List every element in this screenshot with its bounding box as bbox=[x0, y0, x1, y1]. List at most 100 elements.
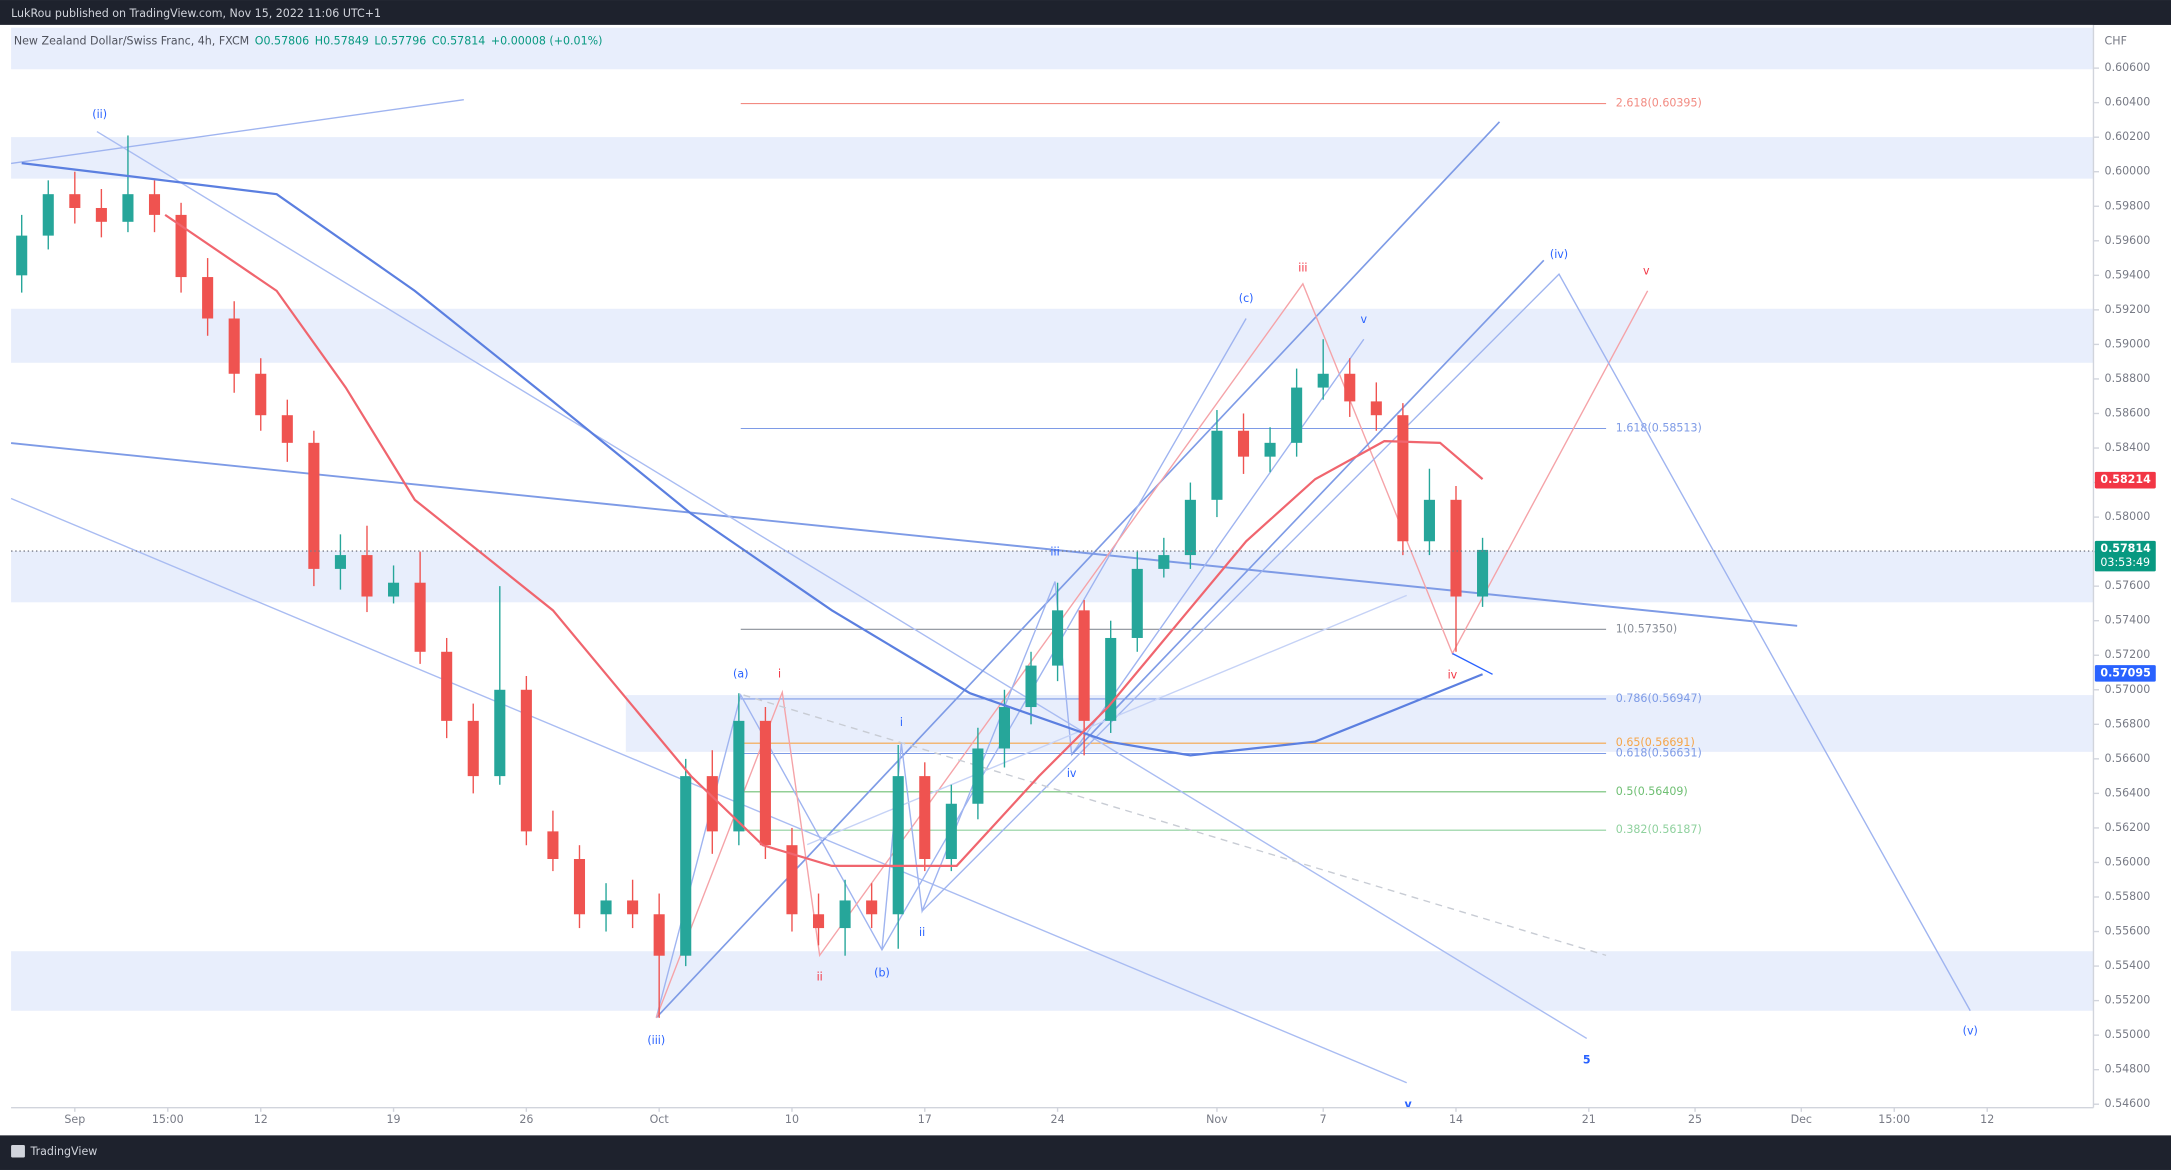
trendline bbox=[1071, 259, 1545, 756]
y-tick-label: 0.60400 bbox=[2105, 96, 2151, 109]
wave-path bbox=[655, 318, 1247, 1018]
wave-label: ii bbox=[919, 926, 925, 939]
low: L0.57796 bbox=[374, 35, 426, 48]
y-tick-label: 0.58800 bbox=[2105, 372, 2151, 385]
x-tick-label: 12 bbox=[1980, 1113, 1994, 1126]
symbol-legend: New Zealand Dollar/Swiss Franc, 4h, FXCM… bbox=[14, 35, 603, 48]
wave-label: i bbox=[778, 667, 781, 680]
candle-body bbox=[441, 651, 453, 721]
candle-body bbox=[1264, 442, 1276, 457]
wave-label: 5 bbox=[1583, 1054, 1591, 1067]
candle-body bbox=[1131, 568, 1143, 638]
open: O0.57806 bbox=[255, 35, 309, 48]
countdown: 03:53:49 bbox=[2100, 556, 2150, 569]
candle-body bbox=[494, 689, 506, 777]
candle-body bbox=[122, 194, 134, 222]
wave-label: (a) bbox=[733, 667, 748, 680]
wave-label: iii bbox=[1298, 262, 1307, 275]
zone bbox=[11, 137, 2094, 179]
fib-label: 1.618(0.58513) bbox=[1616, 422, 1702, 435]
y-tick-label: 0.55200 bbox=[2105, 994, 2151, 1007]
wave-label: (iii) bbox=[647, 1034, 665, 1047]
x-tick-label: 15:00 bbox=[1878, 1113, 1910, 1126]
candle-body bbox=[733, 720, 745, 832]
y-tick-label: 0.54800 bbox=[2105, 1063, 2151, 1076]
y-axis-label: CHF bbox=[2105, 35, 2127, 48]
trendline bbox=[96, 130, 1588, 1040]
y-tick-label: 0.56600 bbox=[2105, 752, 2151, 765]
y-tick-label: 0.58600 bbox=[2105, 406, 2151, 419]
y-tick-label: 0.56000 bbox=[2105, 855, 2151, 868]
candle-body bbox=[1450, 499, 1462, 597]
price-tag bbox=[2094, 665, 2156, 682]
zone bbox=[11, 951, 2094, 1011]
y-tick-label: 0.59200 bbox=[2105, 303, 2151, 316]
y-tick-label: 0.59000 bbox=[2105, 337, 2151, 350]
candle-body bbox=[839, 900, 851, 929]
y-tick-label: 0.56200 bbox=[2105, 821, 2151, 834]
candle-body bbox=[1105, 637, 1117, 721]
x-tick-label: 26 bbox=[519, 1113, 533, 1126]
y-tick-label: 0.59800 bbox=[2105, 199, 2151, 212]
y-tick-label: 0.58000 bbox=[2105, 510, 2151, 523]
candle-body bbox=[175, 214, 187, 278]
wave-label: iv bbox=[1448, 669, 1458, 682]
candle-body bbox=[919, 776, 931, 860]
y-tick-label: 0.59400 bbox=[2105, 268, 2151, 281]
fib-label: 0.618(0.56631) bbox=[1616, 746, 1702, 759]
x-tick-label: Oct bbox=[650, 1113, 670, 1126]
high: H0.57849 bbox=[315, 35, 369, 48]
footer bbox=[0, 1135, 2171, 1170]
x-tick-label: Nov bbox=[1206, 1113, 1228, 1126]
candle-body bbox=[255, 373, 267, 416]
candle-body bbox=[759, 720, 771, 846]
x-tick-label: 25 bbox=[1688, 1113, 1702, 1126]
y-tick-label: 0.57400 bbox=[2105, 614, 2151, 627]
y-tick-label: 0.60200 bbox=[2105, 130, 2151, 143]
wave-label: i bbox=[900, 716, 903, 729]
x-tick-label: 21 bbox=[1582, 1113, 1596, 1126]
candle-body bbox=[945, 803, 957, 860]
candle-body bbox=[1423, 499, 1435, 542]
candle-body bbox=[1211, 430, 1223, 500]
candle-body bbox=[467, 720, 479, 777]
publisher: LukRou published on TradingView.com, Nov… bbox=[11, 7, 381, 20]
zones bbox=[11, 27, 2094, 1011]
candle-body bbox=[520, 689, 532, 832]
candle-body bbox=[1344, 373, 1356, 402]
price-tag bbox=[2094, 540, 2156, 572]
trendline bbox=[743, 694, 1607, 957]
zone bbox=[11, 308, 2094, 363]
fib-label: 0.786(0.56947) bbox=[1616, 692, 1702, 705]
x-tick-label: 24 bbox=[1051, 1113, 1065, 1126]
candle-body bbox=[573, 859, 586, 915]
candle-body bbox=[1370, 401, 1382, 416]
price-tag-label: 0.57814 bbox=[2100, 542, 2151, 555]
y-tick-label: 0.55800 bbox=[2105, 890, 2151, 903]
y-tick-label: 0.55000 bbox=[2105, 1028, 2151, 1041]
price-tag-label: 0.58214 bbox=[2100, 473, 2151, 486]
y-tick-label: 0.57200 bbox=[2105, 648, 2151, 661]
price-tag bbox=[2094, 471, 2156, 489]
candle-body bbox=[1477, 549, 1489, 597]
candle-body bbox=[334, 555, 346, 569]
fib-label: 1(0.57350) bbox=[1616, 622, 1677, 635]
wave-label: (v) bbox=[1963, 1025, 1978, 1038]
moving-average bbox=[21, 161, 1483, 757]
candle-body bbox=[16, 235, 28, 276]
candle-body bbox=[892, 776, 904, 915]
candle-body bbox=[1025, 665, 1037, 708]
moving-average bbox=[164, 213, 1484, 868]
y-tick-label: 0.55400 bbox=[2105, 959, 2151, 972]
x-tick-label: 10 bbox=[785, 1113, 799, 1126]
x-tick-label: Dec bbox=[1791, 1113, 1812, 1126]
candle-body bbox=[1052, 610, 1064, 666]
y-tick-label: 0.59600 bbox=[2105, 234, 2151, 247]
close: C0.57814 bbox=[432, 35, 485, 48]
y-tick-label: 0.57600 bbox=[2105, 579, 2151, 592]
wave-label: (ii) bbox=[92, 108, 107, 121]
y-tick-label: 0.60600 bbox=[2105, 61, 2151, 74]
wave-label: v bbox=[1643, 264, 1650, 277]
candle-body bbox=[281, 415, 293, 443]
